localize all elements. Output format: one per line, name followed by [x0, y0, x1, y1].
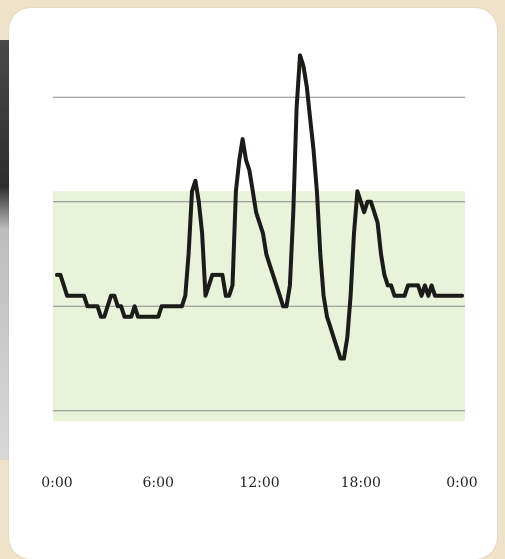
x-tick-label: 12:00: [239, 475, 279, 491]
x-axis-ticks: 0:00 6:00 12:00 18:00 0:00: [41, 475, 477, 491]
x-tick-label: 18:00: [341, 475, 381, 491]
series-line: [55, 53, 464, 361]
x-tick-label: 0:00: [446, 475, 477, 491]
x-tick-label: 0:00: [41, 475, 72, 491]
x-tick-label: 6:00: [143, 475, 174, 491]
